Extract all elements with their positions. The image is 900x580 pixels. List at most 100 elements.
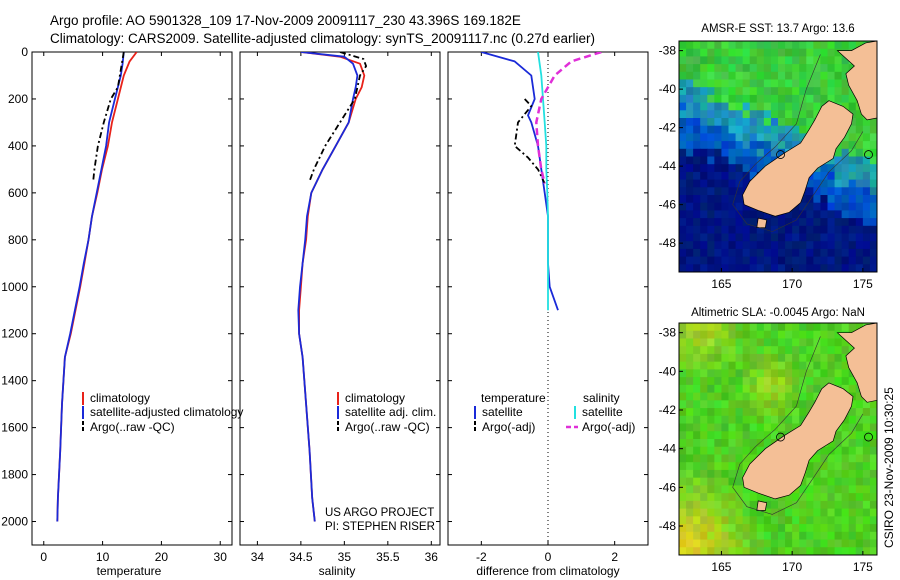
map-cell [686,361,694,370]
map-cell [834,485,843,494]
map-cell [834,248,843,258]
map-cell [728,353,737,363]
map-cell [749,156,758,165]
map-cell [827,361,836,370]
map-cell [700,187,708,196]
map-cell [770,256,779,265]
map-cell [785,531,793,541]
map-cell [778,94,786,104]
map-cell [749,346,758,355]
map-x-tick-label: 170 [782,560,802,574]
map-cell [848,218,857,227]
x-tick-label: 34.5 [289,550,313,564]
map-x-tick-label: 175 [853,560,873,574]
map-cell [756,408,765,417]
map-cell [869,256,877,265]
map-cell [721,408,730,417]
map-cell [806,256,814,265]
map-cell [735,539,744,548]
map-cell [700,338,708,347]
map-cell [778,133,786,142]
map-cell [806,377,814,386]
map-cell [679,454,687,463]
map-cell [848,202,857,211]
map-cell [742,423,751,432]
map-cell [792,48,800,57]
map-cell [827,462,836,471]
map-cell [749,241,758,250]
map-cell [841,508,850,517]
map-cell [792,392,800,401]
map-cell [820,516,829,525]
map-cell [756,264,765,272]
map-cell [756,531,765,541]
map-cell [693,369,701,378]
map-cell [813,64,822,73]
map-cell [742,369,751,378]
map-cell [742,225,751,235]
x-tick-label: 0 [545,550,552,564]
map-cell [735,48,744,57]
map-cell [834,531,843,541]
map-cell [679,102,687,111]
map-y-tick-label: -46 [659,198,677,212]
map-cell [785,346,793,355]
map-cell [707,323,715,332]
map-cell [700,377,708,386]
map-cell [721,369,730,378]
map-cell [693,547,701,555]
map-cell [686,241,694,250]
map-cell [813,493,822,502]
map-cell [735,524,744,533]
map-cell [763,377,772,386]
map-cell [785,125,793,134]
map-cell [721,323,730,332]
map-cell [700,248,708,258]
map-cell [700,485,708,494]
map-cell [686,48,694,57]
map-cell [756,361,765,370]
map-x-tick-label: 165 [711,277,731,291]
map-cell [749,524,758,533]
map-cell [827,41,836,50]
map-cell [686,353,694,363]
map-cell [749,415,758,425]
map-cell [848,195,857,204]
map-cell [728,392,737,401]
map-cell [770,56,779,65]
map-cell [862,477,871,486]
map-cell [707,330,715,340]
map-cell [869,210,877,219]
map-cell [848,241,857,250]
map-cell [820,524,829,533]
map-cell [799,233,807,242]
temperature-legend: climatology satellite-adjusted climatolo… [82,391,243,434]
map-cell [806,485,814,494]
map-cell [756,415,765,425]
map-cell [679,141,687,150]
map-cell [813,516,822,525]
map-cell [785,338,793,347]
map-cell [686,338,694,347]
map-cell [700,171,708,181]
map-cell [770,408,779,417]
map-cell [693,462,701,471]
map-cell [869,485,877,494]
map-cell [693,133,701,142]
map-cell [721,500,730,510]
map-cell [700,415,708,425]
map-cell [686,79,694,88]
map-cell [707,446,715,456]
map-cell [827,493,836,502]
map-cell [679,110,687,119]
map-cell [749,256,758,265]
map-cell [806,508,814,517]
map-cell [721,384,730,394]
map-cell [785,94,793,104]
map-cell [756,156,765,165]
map-cell [742,516,751,525]
map-cell [742,493,751,502]
map-cell [728,369,737,378]
map-cell [756,353,765,363]
map-cell [869,431,877,440]
